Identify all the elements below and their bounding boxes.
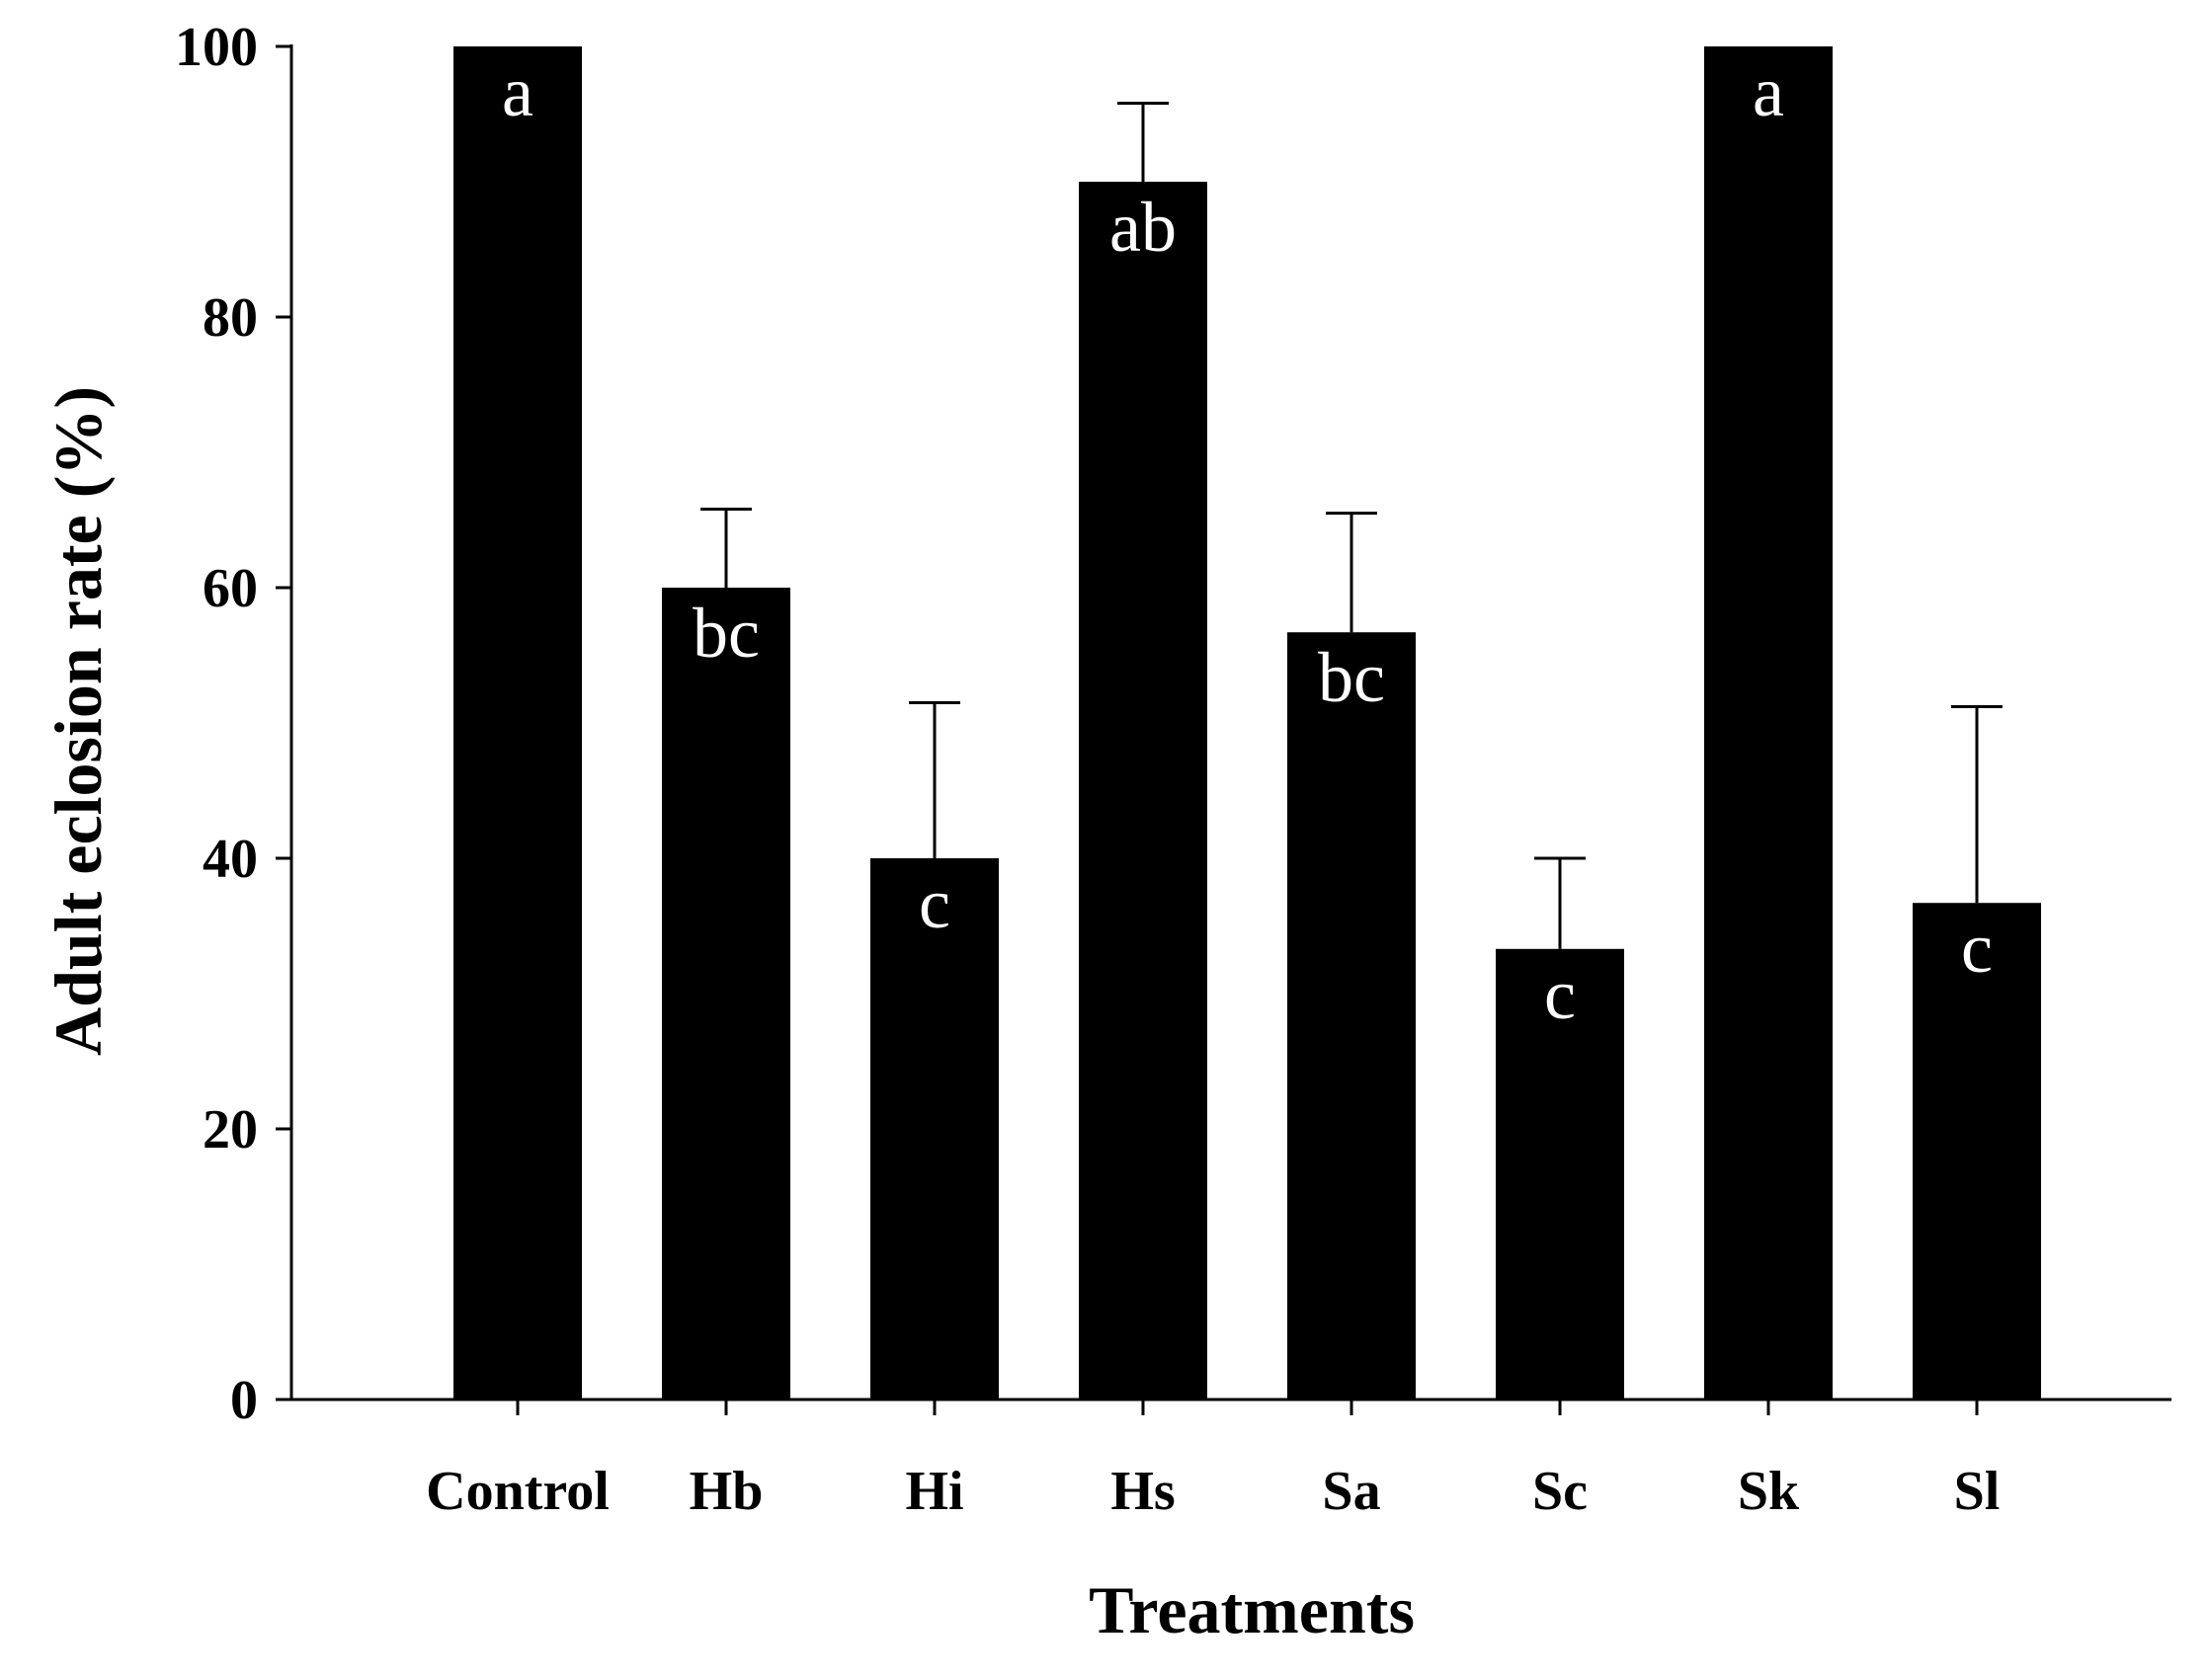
- y-axis-title: Adult eclosion rate (%): [41, 386, 116, 1056]
- significance-label-sa: bc: [1318, 638, 1385, 717]
- significance-label-hs: ab: [1109, 188, 1177, 267]
- error-bars-layer: [700, 102, 2003, 949]
- significance-label-control: a: [502, 52, 533, 131]
- x-tick-label-control: Control: [426, 1461, 610, 1522]
- bar-hi: [870, 858, 999, 1400]
- x-axis-title: Treatments: [1089, 1572, 1415, 1647]
- bar-hs: [1079, 182, 1207, 1400]
- x-tick-label-sl: Sl: [1954, 1461, 2001, 1522]
- y-tick-label-20: 20: [203, 1099, 258, 1160]
- bar-sk: [1704, 46, 1833, 1400]
- significance-label-sk: a: [1753, 52, 1784, 131]
- y-tick-label-60: 60: [203, 558, 258, 619]
- y-tick-label-0: 0: [230, 1370, 258, 1431]
- x-tick-label-hb: Hb: [690, 1461, 764, 1522]
- bar-control: [453, 46, 582, 1400]
- significance-label-hb: bc: [693, 594, 760, 673]
- bar-hb: [662, 588, 790, 1400]
- bar-sc: [1496, 948, 1624, 1400]
- significance-label-sl: c: [1961, 909, 1993, 988]
- bars-layer: [453, 46, 2041, 1400]
- x-tick-label-sc: Sc: [1532, 1461, 1588, 1522]
- labels-layer: a Control bc Hb c Hi ab Hs bc Sa c Sc a Sk c Sl 0 20 40 60 8…: [41, 17, 2000, 1647]
- x-tick-label-hi: Hi: [905, 1461, 963, 1522]
- significance-label-sc: c: [1544, 955, 1576, 1034]
- significance-label-hi: c: [919, 864, 950, 943]
- y-tick-label-40: 40: [203, 829, 258, 890]
- x-tick-label-sk: Sk: [1738, 1461, 1800, 1522]
- bar-sa: [1287, 632, 1416, 1400]
- axes-layer: [276, 44, 2171, 1415]
- y-tick-label-80: 80: [203, 287, 258, 349]
- x-tick-label-sa: Sa: [1322, 1461, 1380, 1522]
- y-tick-label-100: 100: [175, 17, 258, 78]
- bar-sl: [1913, 903, 2041, 1400]
- x-tick-label-hs: Hs: [1110, 1461, 1175, 1522]
